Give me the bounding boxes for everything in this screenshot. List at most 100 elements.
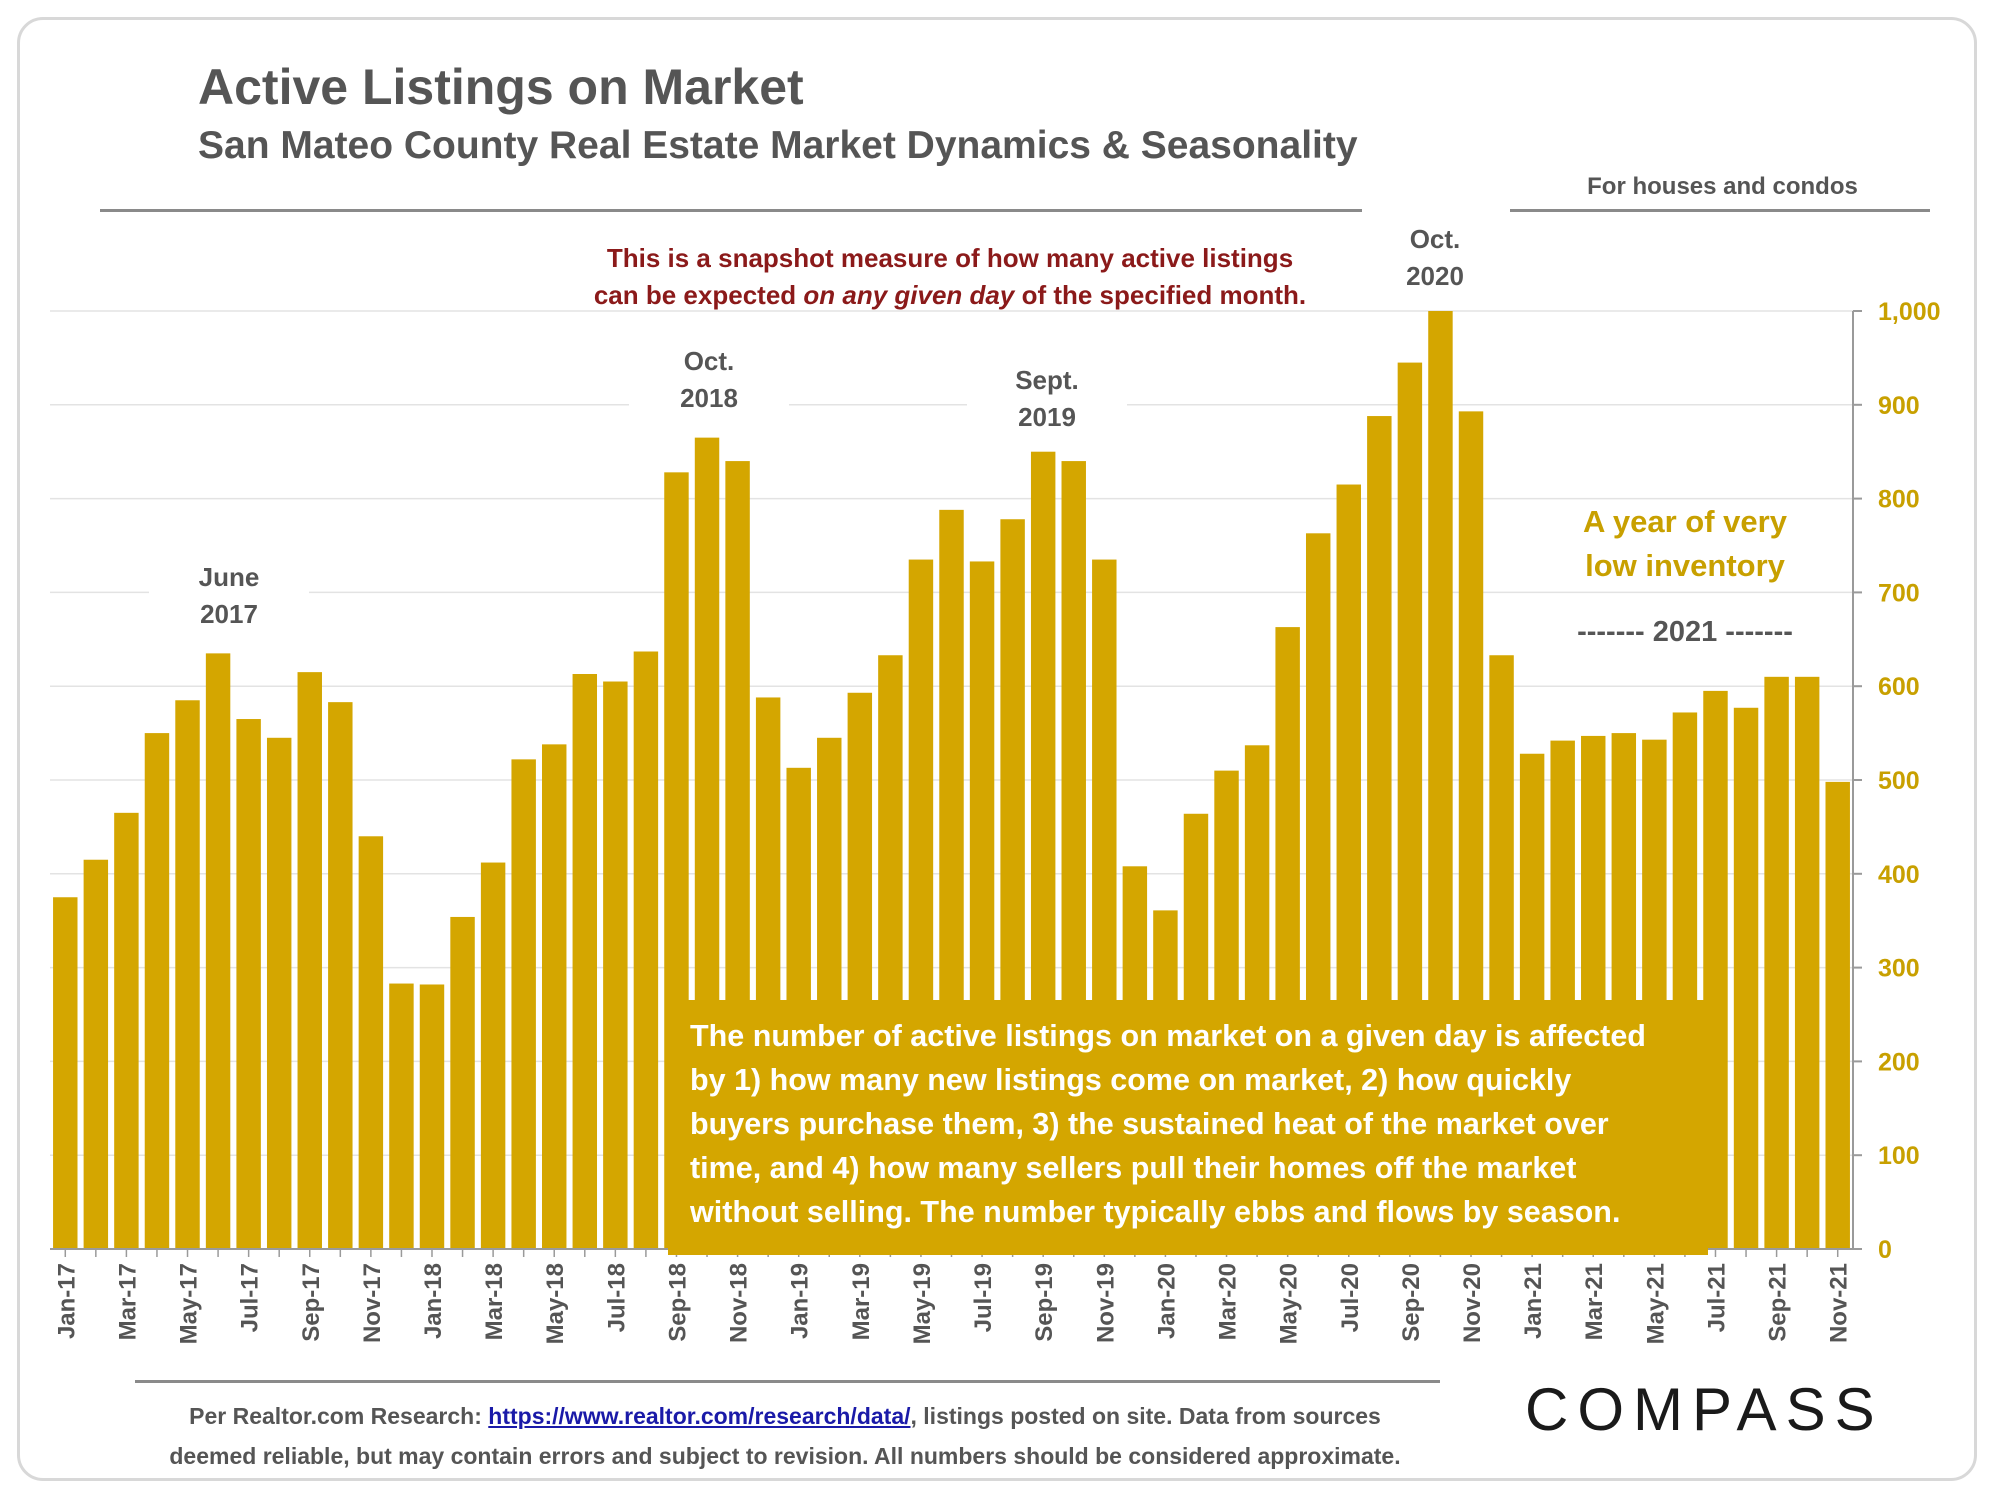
- bar-feb-17: [83, 859, 109, 1249]
- x-tick-label: May-21: [1642, 1263, 1669, 1344]
- bar-feb-18: [450, 916, 475, 1249]
- footer-line-2: deemed reliable, but may contain errors …: [169, 1443, 1401, 1469]
- x-tick-label: Jul-18: [603, 1263, 630, 1332]
- x-tick-label: Nov-21: [1826, 1263, 1853, 1343]
- bar-apr-18: [511, 759, 536, 1249]
- peak-year: 2020: [1406, 261, 1464, 291]
- x-tick-label: Mar-19: [848, 1263, 875, 1340]
- bar-mar-17: [114, 812, 139, 1249]
- bar-may-17: [175, 700, 200, 1249]
- peak-label-oct-2018: Oct. 2018: [629, 343, 789, 417]
- bar-jul-18: [603, 681, 628, 1249]
- bar-oct-17: [328, 702, 353, 1249]
- peak-month: June: [198, 562, 260, 592]
- bar-jan-18: [419, 984, 445, 1249]
- chart-subtitle: San Mateo County Real Estate Market Dyna…: [198, 124, 1358, 167]
- x-tick-label: May-19: [909, 1263, 936, 1344]
- x-tick-label: Mar-17: [114, 1263, 141, 1340]
- y-tick-label: 700: [1878, 579, 1920, 607]
- explanation-line: by 1) how many new listings come on mark…: [690, 1063, 1572, 1097]
- bar-jun-18: [572, 674, 598, 1249]
- chart-frame: [17, 17, 1977, 1481]
- peak-year: 2018: [680, 383, 738, 413]
- peak-month: Oct.: [1409, 224, 1461, 254]
- peak-month: Sept.: [1015, 365, 1079, 395]
- y-tick-label: 200: [1878, 1048, 1920, 1076]
- note-line-2a: can be expected: [593, 280, 804, 310]
- y-tick-label: 500: [1878, 767, 1920, 795]
- peak-year: 2017: [200, 599, 258, 629]
- chart-title: Active Listings on Market: [198, 59, 804, 115]
- note-emphasis: on any given day: [803, 280, 1015, 310]
- x-tick-label: Jan-17: [53, 1263, 80, 1339]
- bar-may-18: [542, 744, 567, 1249]
- note-line-2b: of the specified month.: [1014, 280, 1307, 310]
- y-tick-label: 800: [1878, 486, 1920, 514]
- source-link[interactable]: https://www.realtor.com/research/data/: [488, 1403, 911, 1429]
- x-tick-label: Nov-19: [1092, 1263, 1119, 1343]
- explanation-line: buyers purchase them, 3) the sustained h…: [690, 1107, 1609, 1141]
- x-tick-label: Jan-20: [1153, 1263, 1180, 1339]
- x-tick-label: Jul-21: [1703, 1263, 1730, 1332]
- low-inventory-line-2: low inventory: [1585, 548, 1785, 583]
- peak-year: 2019: [1018, 402, 1076, 432]
- source-footnote: Per Realtor.com Research: https://www.re…: [120, 1396, 1450, 1476]
- y-tick-label: 1,000: [1878, 298, 1941, 326]
- x-tick-label: May-20: [1276, 1263, 1303, 1344]
- low-inventory-line-1: A year of very: [1583, 504, 1787, 539]
- x-tick-label: Nov-20: [1459, 1263, 1486, 1343]
- x-tick-label: Mar-20: [1215, 1263, 1242, 1340]
- x-tick-label: Jul-20: [1337, 1263, 1364, 1332]
- bar-aug-18: [633, 651, 659, 1249]
- bar-oct-21: [1794, 676, 1820, 1249]
- x-tick-label: Nov-18: [726, 1263, 753, 1343]
- x-tick-label: Sep-18: [664, 1263, 691, 1342]
- x-tick-label: Jan-19: [787, 1263, 814, 1339]
- peak-label-june-2017: June 2017: [149, 559, 309, 633]
- bar-apr-17: [144, 733, 170, 1249]
- scope-rule: [1510, 209, 1930, 212]
- x-tick-label: Sep-21: [1765, 1263, 1792, 1342]
- bar-mar-18: [480, 862, 506, 1249]
- low-inventory-annotation: A year of very low inventory: [1560, 500, 1810, 588]
- bar-dec-17: [389, 983, 414, 1249]
- x-tick-label: Sep-17: [298, 1263, 325, 1342]
- title-rule: [100, 209, 1362, 212]
- x-tick-label: Mar-21: [1581, 1263, 1608, 1340]
- y-tick-label: 300: [1878, 955, 1920, 983]
- footer-suffix: , listings posted on site. Data from sou…: [910, 1403, 1381, 1429]
- bar-aug-17: [266, 737, 292, 1249]
- x-tick-label: Jul-17: [237, 1263, 264, 1332]
- peak-label-sept-2019: Sept. 2019: [967, 362, 1127, 436]
- bar-aug-21: [1733, 707, 1759, 1249]
- y-tick-label: 0: [1878, 1236, 1892, 1264]
- bar-nov-21: [1825, 781, 1850, 1249]
- x-tick-label: May-18: [542, 1263, 569, 1344]
- y-tick-label: 600: [1878, 673, 1920, 701]
- year-2021-label: ------- 2021 -------: [1577, 616, 1793, 648]
- snapshot-note: This is a snapshot measure of how many a…: [520, 240, 1380, 314]
- explanation-line: The number of active listings on market …: [690, 1019, 1646, 1053]
- explanation-box: The number of active listings on market …: [668, 1000, 1708, 1255]
- footer-rule: [135, 1380, 1440, 1383]
- x-tick-label: Jan-18: [420, 1263, 447, 1339]
- bar-jun-17: [205, 653, 231, 1249]
- y-tick-label: 400: [1878, 861, 1920, 889]
- x-tick-label: Mar-18: [481, 1263, 508, 1340]
- x-tick-label: May-17: [176, 1263, 203, 1344]
- x-tick-label: Jan-21: [1520, 1263, 1547, 1339]
- note-line-1: This is a snapshot measure of how many a…: [606, 243, 1294, 273]
- y-tick-label: 100: [1878, 1142, 1920, 1170]
- bar-jul-17: [236, 719, 261, 1249]
- explanation-line: time, and 4) how many sellers pull their…: [690, 1151, 1577, 1185]
- x-tick-label: Jul-19: [970, 1263, 997, 1332]
- peak-label-oct-2020: Oct. 2020: [1355, 221, 1515, 295]
- y-tick-label: 900: [1878, 392, 1920, 420]
- x-tick-label: Sep-19: [1031, 1263, 1058, 1342]
- peak-month: Oct.: [683, 346, 735, 376]
- scope-label: For houses and condos: [1587, 173, 1858, 200]
- x-tick-label: Nov-17: [359, 1263, 386, 1343]
- explanation-line: without selling. The number typically eb…: [690, 1195, 1621, 1229]
- compass-logo: COMPASS: [1525, 1376, 1884, 1443]
